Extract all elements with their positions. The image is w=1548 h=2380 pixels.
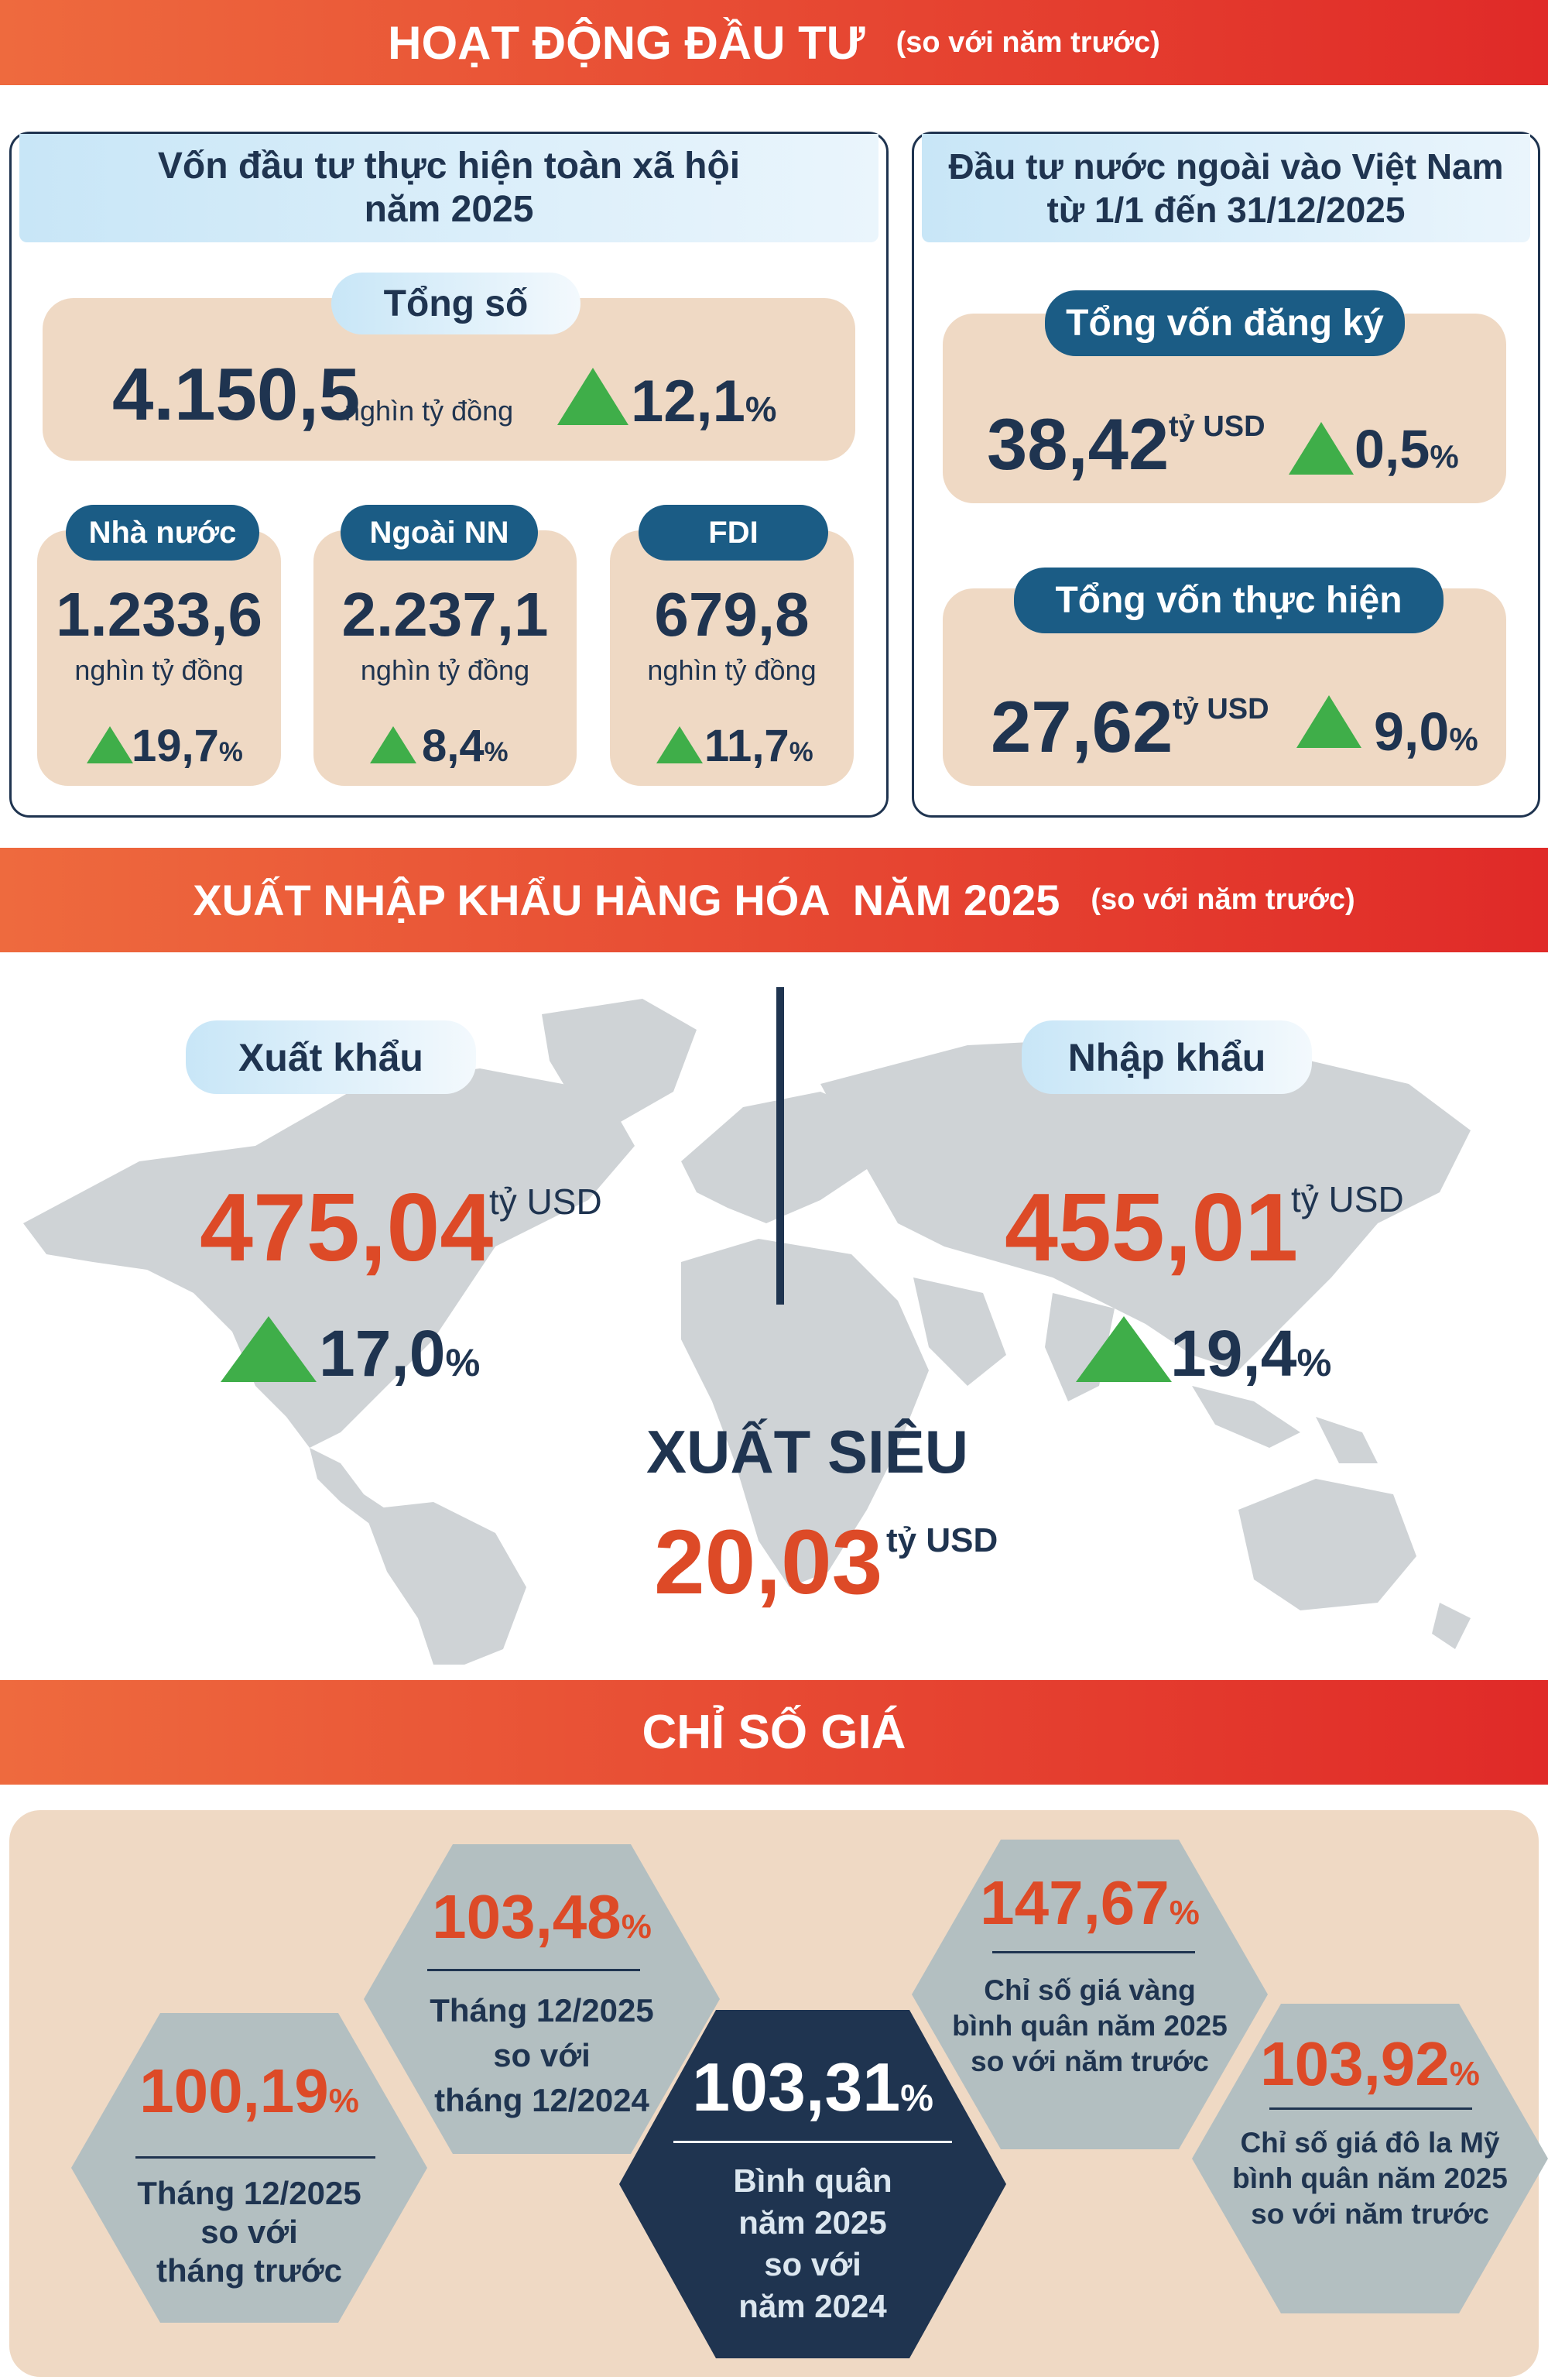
- price-5-line: bình quân năm 2025: [1232, 2162, 1508, 2194]
- registered-unit: tỷ USD: [1169, 410, 1265, 443]
- price-5-caption: Chỉ số giá đô la Mỹ bình quân năm 2025 s…: [1192, 2125, 1548, 2232]
- price-4-line: so với năm trước: [971, 2046, 1209, 2077]
- import-value: 455,01: [1005, 1175, 1299, 1281]
- fdi-label-pill: FDI: [639, 505, 828, 561]
- fdi-value: 679,8: [654, 580, 810, 649]
- investment-subtitle: (so với năm trước): [896, 26, 1160, 59]
- export-label-pill: Xuất khẩu: [186, 1020, 476, 1094]
- realized-label-pill: Tổng vốn thực hiện: [1014, 568, 1444, 633]
- surplus-label: XUẤT SIÊU: [646, 1418, 969, 1486]
- price-3-caption: Bình quân năm 2025 so với năm 2024: [619, 2160, 1006, 2327]
- realized-value: 27,62: [991, 686, 1173, 767]
- total-label-pill: Tổng số: [331, 273, 580, 334]
- export-value: 475,04: [200, 1175, 494, 1281]
- total-unit: nghìn tỷ đồng: [344, 395, 514, 427]
- price-hex-1: [71, 2013, 427, 2323]
- prices-banner: CHỈ SỐ GIÁ: [0, 1680, 1548, 1785]
- export-growth: 17,0%: [319, 1317, 481, 1390]
- price-3-line: năm 2025: [738, 2204, 887, 2241]
- investment-banner: HOẠT ĐỘNG ĐẦU TƯ (so với năm trước): [0, 0, 1548, 85]
- price-hex-3: [619, 2010, 1006, 2358]
- fdi-box: [610, 530, 854, 786]
- up-triangle-icon: [87, 726, 133, 763]
- price-5-value: 103,92%: [1260, 2029, 1480, 2098]
- price-3-value: 103,31%: [692, 2049, 933, 2125]
- price-3-line: Bình quân: [733, 2162, 892, 2199]
- price-3-line: so với: [764, 2246, 861, 2282]
- up-triangle-icon: [1076, 1316, 1172, 1382]
- price-4-value: 147,67%: [980, 1868, 1200, 1937]
- import-unit: tỷ USD: [1291, 1179, 1404, 1219]
- price-2-caption: Tháng 12/2025 so với tháng 12/2024: [364, 1988, 720, 2123]
- state-growth: 19,7%: [132, 721, 243, 771]
- realized-growth: 9,0%: [1374, 701, 1478, 762]
- investment-title: HOẠT ĐỘNG ĐẦU TƯ: [388, 16, 865, 69]
- price-5-divider: [1269, 2107, 1472, 2110]
- fdi-unit: nghìn tỷ đồng: [647, 654, 817, 686]
- price-1-caption: Tháng 12/2025 so với tháng trước: [71, 2174, 427, 2290]
- price-2-line: tháng 12/2024: [434, 2082, 649, 2118]
- total-value: 4.150,5: [112, 353, 361, 436]
- non-state-unit: nghìn tỷ đồng: [360, 654, 530, 686]
- price-3-divider: [673, 2141, 952, 2143]
- state-box: [37, 530, 281, 786]
- price-1-line: so với: [200, 2214, 298, 2250]
- social-heading-line1: Vốn đầu tư thực hiện toàn xã hội: [157, 146, 741, 187]
- price-hex-4: [912, 1840, 1268, 2149]
- surplus-unit: tỷ USD: [886, 1521, 998, 1559]
- price-2-value: 103,48%: [432, 1882, 652, 1951]
- trade-divider: [776, 987, 784, 1305]
- price-5-line: so với năm trước: [1251, 2198, 1489, 2230]
- up-triangle-icon: [656, 726, 703, 763]
- up-triangle-icon: [1296, 695, 1361, 748]
- price-4-line: bình quân năm 2025: [952, 2010, 1228, 2042]
- up-triangle-icon: [221, 1316, 317, 1382]
- surplus-value: 20,03: [654, 1511, 883, 1614]
- total-growth: 12,1%: [631, 369, 777, 434]
- non-state-label-pill: Ngoài NN: [341, 505, 538, 561]
- up-triangle-icon: [1289, 422, 1354, 475]
- price-5-line: Chỉ số giá đô la Mỹ: [1240, 2127, 1500, 2159]
- import-label-pill: Nhập khẩu: [1022, 1020, 1312, 1094]
- social-heading-line2: năm 2025: [364, 189, 534, 230]
- price-2-divider: [427, 1969, 640, 1971]
- social-investment-heading: Vốn đầu tư thực hiện toàn xã hội năm 202…: [19, 134, 878, 242]
- trade-subtitle: (so với năm trước): [1091, 883, 1355, 916]
- price-hex-5: [1192, 2004, 1548, 2313]
- registered-growth: 0,5%: [1354, 419, 1459, 479]
- non-state-box: [313, 530, 577, 786]
- prices-title: CHỈ SỐ GIÁ: [642, 1706, 906, 1759]
- fdi-heading-line2: từ 1/1 đến 31/12/2025: [1046, 190, 1406, 230]
- world-map: [23, 999, 1471, 1665]
- state-unit: nghìn tỷ đồng: [74, 654, 244, 686]
- registered-label-pill: Tổng vốn đăng ký: [1045, 290, 1405, 356]
- trade-banner: XUẤT NHẬP KHẨU HÀNG HÓA NĂM 2025 (so với…: [0, 848, 1548, 952]
- up-triangle-icon: [557, 368, 628, 425]
- price-2-line: so với: [493, 2037, 591, 2073]
- non-state-growth: 8,4%: [422, 721, 509, 771]
- price-4-caption: Chỉ số giá vàng bình quân năm 2025 so vớ…: [912, 1973, 1268, 2080]
- price-1-line: Tháng 12/2025: [137, 2175, 361, 2211]
- realized-unit: tỷ USD: [1173, 693, 1269, 725]
- price-2-line: Tháng 12/2025: [430, 1992, 654, 2028]
- fdi-heading-line1: Đầu tư nước ngoài vào Việt Nam: [948, 146, 1504, 187]
- fdi-growth: 11,7%: [704, 721, 813, 771]
- export-unit: tỷ USD: [489, 1181, 602, 1222]
- price-1-value: 100,19%: [139, 2056, 359, 2125]
- price-4-divider: [992, 1951, 1195, 1953]
- trade-title: XUẤT NHẬP KHẨU HÀNG HÓA NĂM 2025: [193, 876, 1060, 924]
- price-3-line: năm 2024: [738, 2288, 887, 2324]
- foreign-investment-heading: Đầu tư nước ngoài vào Việt Nam từ 1/1 đế…: [922, 134, 1530, 242]
- state-label-pill: Nhà nước: [66, 505, 259, 561]
- price-4-line: Chỉ số giá vàng: [984, 1974, 1196, 2006]
- price-hex-2: [364, 1844, 720, 2154]
- import-growth: 19,4%: [1170, 1317, 1332, 1390]
- state-value: 1.233,6: [56, 580, 262, 649]
- up-triangle-icon: [370, 726, 416, 763]
- registered-value: 38,42: [987, 403, 1170, 485]
- non-state-value: 2.237,1: [341, 580, 549, 649]
- price-1-line: tháng trước: [156, 2252, 342, 2289]
- price-1-divider: [135, 2156, 375, 2159]
